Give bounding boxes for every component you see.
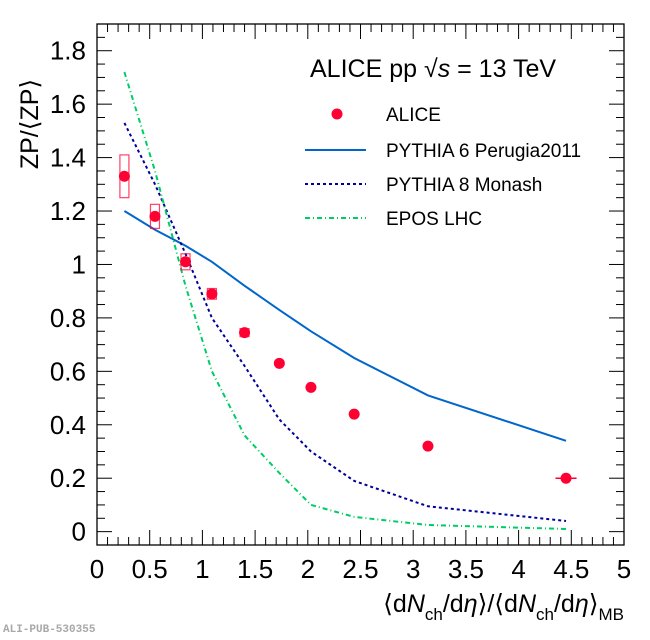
alice-data-point	[348, 408, 360, 420]
legend-marker-alice	[331, 108, 343, 120]
alice-data-point	[118, 170, 130, 182]
chart-title: ALICE pp √s = 13 TeV	[310, 55, 556, 83]
alice-data-point	[273, 357, 285, 369]
x-axis: 0 0.5 1 1.5 2 2.5 3 3.5 4 4.5 5	[90, 24, 631, 584]
y-axis: 0 0.2 0.4 0.6 0.8 1 1.2 1.4 1.6 1.8	[50, 23, 624, 547]
alice-data-point	[149, 210, 161, 222]
x-tick-label: 2	[301, 554, 315, 584]
alice-data-point	[180, 256, 192, 268]
y-tick-label: 1.8	[50, 36, 86, 66]
y-tick-label: 0.6	[50, 356, 86, 386]
x-tick-label: 0.5	[132, 554, 168, 584]
x-axis-title: ⟨dNch/dη⟩/⟨dNch/dη⟩MB	[383, 590, 624, 624]
x-tick-label: 0	[90, 554, 104, 584]
x-tick-label: 3.5	[448, 554, 484, 584]
x-tick-label: 2.5	[342, 554, 378, 584]
y-tick-label: 1	[72, 249, 86, 279]
legend-label-pythia8: PYTHIA 8 Monash	[386, 175, 542, 196]
x-tick-label: 4.5	[553, 554, 589, 584]
series-line-pythia-6-perugia2011	[123, 210, 567, 442]
y-tick-label: 0.8	[50, 303, 86, 333]
y-tick-label: 0	[72, 517, 86, 547]
alice-data-point	[206, 288, 218, 300]
y-tick-label: 1.2	[50, 196, 86, 226]
y-tick-label: 1.6	[50, 89, 86, 119]
y-axis-title: ZP/⟨ZP⟩	[16, 79, 44, 169]
watermark: ALI-PUB-530355	[3, 624, 96, 636]
x-tick-label: 3	[406, 554, 420, 584]
x-tick-label: 1	[195, 554, 209, 584]
y-tick-label: 0.2	[50, 463, 86, 493]
x-tick-label: 5	[617, 554, 631, 584]
series-line-epos-lhc	[123, 71, 567, 530]
alice-data-point	[422, 440, 434, 452]
x-tick-label: 4	[511, 554, 525, 584]
alice-data-point	[560, 472, 572, 484]
alice-data-point	[239, 327, 251, 339]
legend-label-epos: EPOS LHC	[386, 209, 482, 230]
alice-data-point	[305, 381, 317, 393]
plot-frame	[96, 23, 625, 546]
legend-label-pythia6: PYTHIA 6 Perugia2011	[386, 141, 581, 162]
legend: ALICE PYTHIA 6 Perugia2011 PYTHIA 8 Mona…	[305, 105, 581, 230]
y-tick-label: 0.4	[50, 410, 86, 440]
legend-label-alice: ALICE	[386, 105, 441, 126]
series-layer	[118, 71, 577, 530]
x-tick-label: 1.5	[237, 554, 273, 584]
y-tick-label: 1.4	[50, 143, 86, 173]
